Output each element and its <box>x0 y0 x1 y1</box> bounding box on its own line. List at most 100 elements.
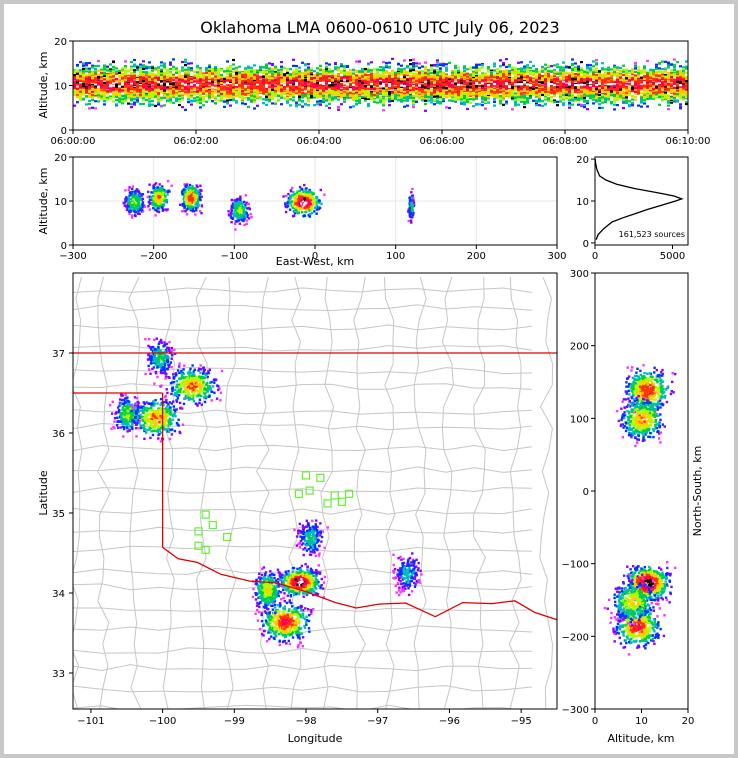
lma-stations <box>194 471 354 554</box>
ns-alt-tick-label: 20 <box>682 716 695 727</box>
county-line <box>128 276 142 709</box>
station-marker <box>305 486 314 495</box>
county-line <box>320 276 335 709</box>
longitude-tick-label: −95 <box>511 716 532 727</box>
station-marker <box>201 545 210 554</box>
county-boundaries <box>73 276 554 709</box>
time-tick-label: 06:06:00 <box>420 136 465 147</box>
map-source-cluster <box>144 337 177 385</box>
county-line <box>73 507 532 515</box>
time-height-sources <box>73 57 688 112</box>
map-source-cluster <box>159 362 224 407</box>
altitude-tick-label: 10 <box>54 82 67 93</box>
altitude-histogram-panel: 0 5000 0 10 20 161,523 sources <box>576 155 689 262</box>
north-south-sources <box>603 364 677 656</box>
county-line <box>288 276 302 709</box>
histogram-ticks: 0 5000 0 10 20 <box>576 155 685 262</box>
station-marker <box>337 497 346 506</box>
station-marker <box>344 489 354 498</box>
time-height-ticks: 06:00:00 06:02:00 06:04:00 06:06:00 06:08:00… <box>51 37 711 147</box>
chart-title: Oklahoma LMA 0600-0610 UTC July 06, 2023 <box>200 18 559 37</box>
ns-tick-label: 300 <box>570 269 589 280</box>
county-line <box>73 345 532 352</box>
county-line <box>73 422 532 431</box>
county-line <box>508 276 522 709</box>
ns-source-cluster <box>615 395 669 448</box>
histogram-line <box>594 159 684 240</box>
time-tick-label: 06:02:00 <box>174 136 219 147</box>
county-line <box>473 276 486 709</box>
time-tick-label: 06:04:00 <box>297 136 342 147</box>
station-marker <box>323 499 332 508</box>
hist-tick-label: 5000 <box>660 251 685 262</box>
ew-tick-label: −300 <box>59 251 86 262</box>
county-line <box>73 664 532 672</box>
plan-view-panel: −101 −100 −99 −98 −97 −96 −95 33 34 35 36 37 Longit… <box>37 272 558 745</box>
north-south-ylabel: North-South, km <box>691 446 704 537</box>
ew-source-cluster <box>122 185 147 219</box>
latitude-tick-label: 33 <box>52 669 65 680</box>
hist-alt-tick-label: 20 <box>576 155 589 166</box>
ew-source-cluster <box>406 187 416 224</box>
county-line <box>73 383 532 390</box>
county-line <box>73 324 532 331</box>
time-tick-label: 06:00:00 <box>51 136 96 147</box>
county-line <box>73 287 532 293</box>
latitude-tick-label: 35 <box>52 509 65 520</box>
longitude-tick-label: −101 <box>77 716 104 727</box>
map-ylabel: Latitude <box>37 470 50 516</box>
county-line <box>73 444 532 452</box>
county-line <box>353 276 366 709</box>
north-south-panel: 0 10 20 300 200 100 0 −100 −200 −300 Altitude, km… <box>562 269 704 745</box>
longitude-tick-label: −100 <box>149 716 176 727</box>
ew-source-cluster <box>179 183 204 216</box>
station-marker <box>208 520 217 530</box>
ew-tick-label: 200 <box>467 251 486 262</box>
map-source-cluster <box>293 519 329 558</box>
time-height-panel: 06:00:00 06:02:00 06:04:00 06:06:00 06:08:00… <box>37 37 710 147</box>
county-line <box>73 466 532 473</box>
time-tick-label: 06:08:00 <box>543 136 588 147</box>
longitude-tick-label: −96 <box>439 716 460 727</box>
ns-tick-label: 0 <box>583 487 589 498</box>
map-xlabel: Longitude <box>288 732 343 745</box>
ew-alt-tick-label: 10 <box>54 197 67 208</box>
station-marker <box>223 532 232 542</box>
figure-canvas: Oklahoma LMA 0600-0610 UTC July 06, 2023… <box>4 4 734 754</box>
county-line <box>383 276 396 709</box>
longitude-tick-label: −99 <box>224 716 245 727</box>
ew-alt-tick-label: 20 <box>54 153 67 164</box>
ns-alt-tick-label: 0 <box>592 716 598 727</box>
ns-alt-tick-label: 10 <box>635 716 648 727</box>
east-west-ticks: −300 −200 −100 0 100 200 300 0 10 20 <box>54 153 566 262</box>
county-line <box>73 704 518 709</box>
county-line <box>73 685 532 693</box>
time-tick-label: 06:10:00 <box>666 136 711 147</box>
ew-source-cluster <box>227 194 253 231</box>
county-line <box>73 487 532 494</box>
ew-source-cluster <box>146 179 173 217</box>
county-line <box>413 276 427 709</box>
map-ticks: −101 −100 −99 −98 −97 −96 −95 33 34 35 36 37 <box>52 349 531 727</box>
latitude-tick-label: 37 <box>52 349 65 360</box>
ew-tick-label: 0 <box>312 251 318 262</box>
hist-tick-label: 0 <box>592 251 598 262</box>
county-line <box>73 625 532 633</box>
hist-alt-tick-label: 10 <box>576 197 589 208</box>
state-boundary <box>73 352 557 621</box>
county-line <box>73 607 532 613</box>
north-south-xlabel: Altitude, km <box>607 732 674 745</box>
county-line <box>539 276 554 709</box>
time-height-ylabel: Altitude, km <box>37 51 50 118</box>
county-line <box>73 647 532 654</box>
station-marker <box>330 491 339 500</box>
ew-tick-label: −100 <box>221 251 248 262</box>
altitude-tick-label: 20 <box>54 37 67 48</box>
station-marker <box>194 527 203 536</box>
county-line <box>97 276 111 709</box>
lma-figure: Oklahoma LMA 0600-0610 UTC July 06, 2023… <box>37 18 710 745</box>
county-line <box>223 276 237 709</box>
ns-tick-label: −100 <box>562 560 589 571</box>
east-west-ylabel: Altitude, km <box>37 167 50 234</box>
east-west-panel: −300 −200 −100 0 100 200 300 0 10 20 East-West, k… <box>37 153 567 268</box>
